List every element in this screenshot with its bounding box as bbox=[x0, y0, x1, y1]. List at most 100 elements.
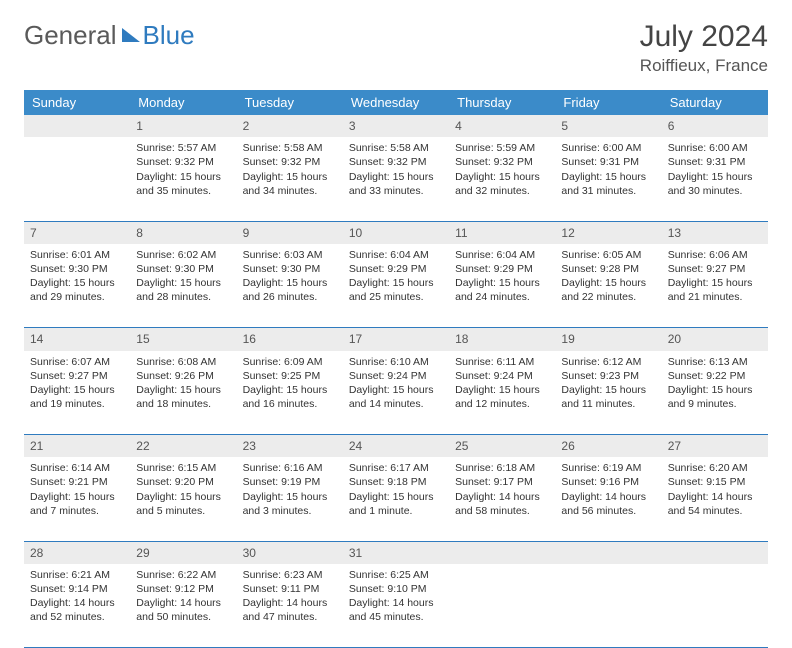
daylight-line: Daylight: 15 hours and 7 minutes. bbox=[30, 490, 124, 518]
header: General Blue July 2024 Roiffieux, France bbox=[24, 20, 768, 76]
sunset-line: Sunset: 9:17 PM bbox=[455, 475, 549, 489]
sunset-line: Sunset: 9:14 PM bbox=[30, 582, 124, 596]
day-number: 28 bbox=[24, 541, 130, 564]
day-number: 2 bbox=[237, 115, 343, 137]
sunset-line: Sunset: 9:31 PM bbox=[668, 155, 762, 169]
day-cell: Sunrise: 6:09 AMSunset: 9:25 PMDaylight:… bbox=[237, 351, 343, 435]
sunrise-line: Sunrise: 6:03 AM bbox=[243, 248, 337, 262]
day-number: 18 bbox=[449, 328, 555, 351]
day-content-row: Sunrise: 6:07 AMSunset: 9:27 PMDaylight:… bbox=[24, 351, 768, 435]
daylight-line: Daylight: 15 hours and 32 minutes. bbox=[455, 170, 549, 198]
day-cell: Sunrise: 6:08 AMSunset: 9:26 PMDaylight:… bbox=[130, 351, 236, 435]
daylight-line: Daylight: 14 hours and 47 minutes. bbox=[243, 596, 337, 624]
day-cell: Sunrise: 6:20 AMSunset: 9:15 PMDaylight:… bbox=[662, 457, 768, 541]
sunrise-line: Sunrise: 5:57 AM bbox=[136, 141, 230, 155]
day-cell: Sunrise: 6:10 AMSunset: 9:24 PMDaylight:… bbox=[343, 351, 449, 435]
sunset-line: Sunset: 9:16 PM bbox=[561, 475, 655, 489]
sunset-line: Sunset: 9:23 PM bbox=[561, 369, 655, 383]
day-cell bbox=[555, 564, 661, 648]
daylight-line: Daylight: 14 hours and 50 minutes. bbox=[136, 596, 230, 624]
day-number: 14 bbox=[24, 328, 130, 351]
sunset-line: Sunset: 9:21 PM bbox=[30, 475, 124, 489]
sunset-line: Sunset: 9:32 PM bbox=[455, 155, 549, 169]
daylight-line: Daylight: 15 hours and 25 minutes. bbox=[349, 276, 443, 304]
sunrise-line: Sunrise: 5:59 AM bbox=[455, 141, 549, 155]
logo-word1: General bbox=[24, 20, 117, 51]
day-cell: Sunrise: 6:12 AMSunset: 9:23 PMDaylight:… bbox=[555, 351, 661, 435]
daynum-row: 78910111213 bbox=[24, 221, 768, 244]
sunrise-line: Sunrise: 6:14 AM bbox=[30, 461, 124, 475]
sunrise-line: Sunrise: 6:07 AM bbox=[30, 355, 124, 369]
day-number: 30 bbox=[237, 541, 343, 564]
sunset-line: Sunset: 9:31 PM bbox=[561, 155, 655, 169]
day-number: 3 bbox=[343, 115, 449, 137]
sunrise-line: Sunrise: 6:08 AM bbox=[136, 355, 230, 369]
sunrise-line: Sunrise: 6:00 AM bbox=[668, 141, 762, 155]
sunset-line: Sunset: 9:18 PM bbox=[349, 475, 443, 489]
sunrise-line: Sunrise: 6:01 AM bbox=[30, 248, 124, 262]
title-block: July 2024 Roiffieux, France bbox=[640, 20, 768, 76]
day-cell: Sunrise: 6:04 AMSunset: 9:29 PMDaylight:… bbox=[343, 244, 449, 328]
sunrise-line: Sunrise: 6:25 AM bbox=[349, 568, 443, 582]
daynum-row: 28293031 bbox=[24, 541, 768, 564]
daylight-line: Daylight: 14 hours and 58 minutes. bbox=[455, 490, 549, 518]
day-number: 10 bbox=[343, 221, 449, 244]
sunrise-line: Sunrise: 6:21 AM bbox=[30, 568, 124, 582]
day-cell: Sunrise: 6:22 AMSunset: 9:12 PMDaylight:… bbox=[130, 564, 236, 648]
sunset-line: Sunset: 9:28 PM bbox=[561, 262, 655, 276]
daylight-line: Daylight: 15 hours and 18 minutes. bbox=[136, 383, 230, 411]
day-content-row: Sunrise: 5:57 AMSunset: 9:32 PMDaylight:… bbox=[24, 137, 768, 221]
weekday-header: Friday bbox=[555, 90, 661, 115]
daylight-line: Daylight: 15 hours and 33 minutes. bbox=[349, 170, 443, 198]
day-number: 25 bbox=[449, 435, 555, 458]
day-number: 26 bbox=[555, 435, 661, 458]
daylight-line: Daylight: 14 hours and 52 minutes. bbox=[30, 596, 124, 624]
day-cell: Sunrise: 6:07 AMSunset: 9:27 PMDaylight:… bbox=[24, 351, 130, 435]
day-cell: Sunrise: 6:25 AMSunset: 9:10 PMDaylight:… bbox=[343, 564, 449, 648]
sunset-line: Sunset: 9:26 PM bbox=[136, 369, 230, 383]
sunset-line: Sunset: 9:25 PM bbox=[243, 369, 337, 383]
day-cell: Sunrise: 6:16 AMSunset: 9:19 PMDaylight:… bbox=[237, 457, 343, 541]
day-cell: Sunrise: 6:15 AMSunset: 9:20 PMDaylight:… bbox=[130, 457, 236, 541]
daylight-line: Daylight: 15 hours and 9 minutes. bbox=[668, 383, 762, 411]
day-number: 16 bbox=[237, 328, 343, 351]
daylight-line: Daylight: 15 hours and 24 minutes. bbox=[455, 276, 549, 304]
sunrise-line: Sunrise: 5:58 AM bbox=[243, 141, 337, 155]
day-cell: Sunrise: 6:01 AMSunset: 9:30 PMDaylight:… bbox=[24, 244, 130, 328]
day-cell bbox=[662, 564, 768, 648]
sunrise-line: Sunrise: 6:16 AM bbox=[243, 461, 337, 475]
sunrise-line: Sunrise: 6:00 AM bbox=[561, 141, 655, 155]
day-number: 7 bbox=[24, 221, 130, 244]
day-number: 15 bbox=[130, 328, 236, 351]
daylight-line: Daylight: 15 hours and 21 minutes. bbox=[668, 276, 762, 304]
month-title: July 2024 bbox=[640, 20, 768, 54]
weekday-header: Sunday bbox=[24, 90, 130, 115]
daylight-line: Daylight: 15 hours and 26 minutes. bbox=[243, 276, 337, 304]
sunrise-line: Sunrise: 6:04 AM bbox=[455, 248, 549, 262]
day-content-row: Sunrise: 6:14 AMSunset: 9:21 PMDaylight:… bbox=[24, 457, 768, 541]
day-cell: Sunrise: 5:58 AMSunset: 9:32 PMDaylight:… bbox=[237, 137, 343, 221]
day-number: 31 bbox=[343, 541, 449, 564]
day-cell: Sunrise: 5:57 AMSunset: 9:32 PMDaylight:… bbox=[130, 137, 236, 221]
day-cell: Sunrise: 6:18 AMSunset: 9:17 PMDaylight:… bbox=[449, 457, 555, 541]
day-number: 5 bbox=[555, 115, 661, 137]
weekday-header: Tuesday bbox=[237, 90, 343, 115]
sunrise-line: Sunrise: 6:17 AM bbox=[349, 461, 443, 475]
sunset-line: Sunset: 9:29 PM bbox=[455, 262, 549, 276]
day-number: 17 bbox=[343, 328, 449, 351]
sunset-line: Sunset: 9:24 PM bbox=[455, 369, 549, 383]
day-number: 19 bbox=[555, 328, 661, 351]
daylight-line: Daylight: 15 hours and 31 minutes. bbox=[561, 170, 655, 198]
daylight-line: Daylight: 15 hours and 34 minutes. bbox=[243, 170, 337, 198]
day-cell: Sunrise: 6:13 AMSunset: 9:22 PMDaylight:… bbox=[662, 351, 768, 435]
day-cell: Sunrise: 6:00 AMSunset: 9:31 PMDaylight:… bbox=[555, 137, 661, 221]
sunset-line: Sunset: 9:30 PM bbox=[136, 262, 230, 276]
day-number: 8 bbox=[130, 221, 236, 244]
day-number: 11 bbox=[449, 221, 555, 244]
sunset-line: Sunset: 9:30 PM bbox=[243, 262, 337, 276]
day-number bbox=[662, 541, 768, 564]
day-cell: Sunrise: 6:17 AMSunset: 9:18 PMDaylight:… bbox=[343, 457, 449, 541]
logo-triangle-icon bbox=[122, 28, 140, 42]
sunrise-line: Sunrise: 6:05 AM bbox=[561, 248, 655, 262]
day-cell: Sunrise: 5:59 AMSunset: 9:32 PMDaylight:… bbox=[449, 137, 555, 221]
